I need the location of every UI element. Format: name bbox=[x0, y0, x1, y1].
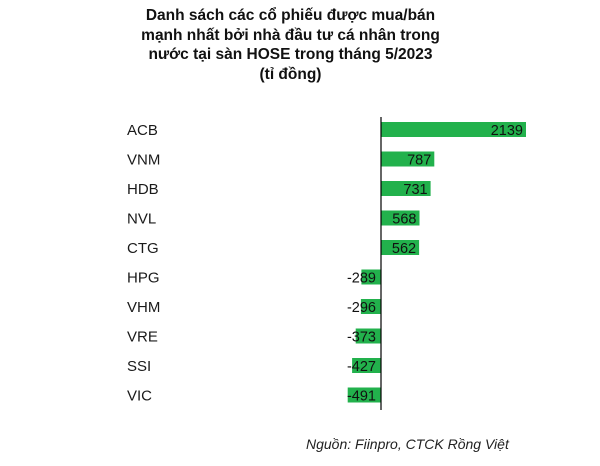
data-label-ssi: -427 bbox=[347, 359, 376, 375]
title-line-2: mạnh nhất bởi nhà đầu tư cá nhân trong bbox=[141, 26, 440, 44]
bar-vic bbox=[347, 387, 381, 403]
title-line-3: nước tại sàn HOSE trong tháng 5/2023 bbox=[148, 46, 433, 63]
bar-ctg bbox=[381, 240, 420, 255]
source-note: Nguồn: Fiinpro, CTCK Rồng Việt bbox=[306, 436, 509, 452]
title-line-1: Danh sách các cổ phiếu được mua/bán bbox=[145, 7, 436, 24]
data-label-vhm: -296 bbox=[347, 300, 376, 316]
category-label-vhm: VHM bbox=[127, 299, 160, 316]
data-label-acb: 2139 bbox=[491, 123, 523, 139]
data-label-nvl: 568 bbox=[392, 212, 416, 228]
category-label-vic: VIC bbox=[127, 388, 152, 405]
bar-hdb bbox=[381, 181, 431, 196]
category-label-hpg: HPG bbox=[127, 270, 160, 287]
title-line-4: (tỉ đồng) bbox=[259, 65, 322, 83]
bar-hpg bbox=[361, 269, 381, 285]
bar-nvl bbox=[381, 210, 420, 226]
data-label-hdb: 731 bbox=[403, 182, 427, 198]
chart-title: Danh sách các cổ phiếu được mua/bán mạnh… bbox=[118, 6, 463, 84]
category-label-acb: ACB bbox=[127, 122, 158, 139]
category-label-ssi: SSI bbox=[127, 358, 151, 375]
data-label-ctg: 562 bbox=[392, 241, 416, 257]
bar-vnm bbox=[381, 151, 435, 167]
category-label-vnm: VNM bbox=[127, 152, 160, 169]
data-label-vnm: 787 bbox=[407, 153, 431, 169]
data-label-vic: -491 bbox=[347, 389, 376, 405]
bar-vre bbox=[355, 328, 381, 344]
data-label-vre: -373 bbox=[347, 330, 376, 346]
data-label-hpg: -289 bbox=[347, 271, 376, 287]
bar-vhm bbox=[360, 299, 381, 314]
bar-acb bbox=[381, 122, 526, 137]
bar-ssi bbox=[352, 358, 381, 373]
category-label-hdb: HDB bbox=[127, 181, 159, 198]
category-label-nvl: NVL bbox=[127, 211, 156, 228]
category-label-ctg: CTG bbox=[127, 240, 159, 257]
category-label-vre: VRE bbox=[127, 329, 158, 346]
